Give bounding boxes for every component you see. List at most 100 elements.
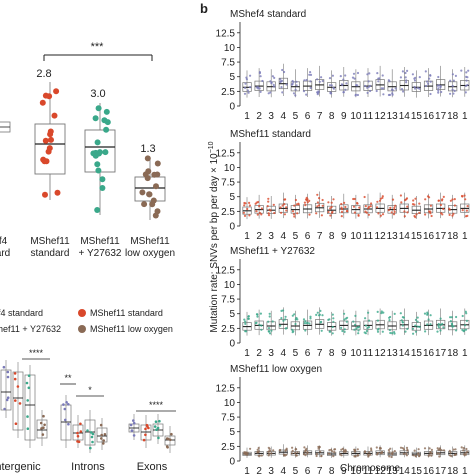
y-tick-label-2: 5: [229, 309, 235, 320]
point-b: [244, 82, 247, 85]
point-b: [415, 213, 418, 216]
point-b: [248, 214, 251, 217]
y-tick-label-2: 2.5: [221, 324, 235, 335]
point-b: [437, 89, 440, 92]
y-tick-label-1: 12.5: [216, 148, 236, 159]
point-b: [436, 330, 439, 333]
point-b: [366, 91, 369, 94]
y-tick-label-1: 10: [224, 163, 236, 174]
point-b: [269, 332, 272, 335]
point-c: [5, 398, 9, 402]
point-b: [257, 200, 260, 204]
point-b: [315, 212, 318, 215]
point-b: [356, 454, 359, 457]
point-b: [400, 319, 403, 322]
point-a-0: [46, 93, 53, 100]
y-tick-label-3: 0: [229, 457, 235, 468]
point-b: [429, 74, 432, 77]
x-tick-label-0-6: 7: [317, 111, 323, 122]
point-c: [26, 415, 29, 418]
point-b: [427, 454, 430, 457]
point-b: [378, 77, 381, 80]
x-tick-label-2-13: 14: [399, 348, 411, 359]
y-tick-label-1: 5: [229, 192, 235, 203]
point-b: [366, 86, 369, 89]
point-c: [100, 437, 103, 440]
x-tick-label-2-10: 11: [363, 348, 374, 359]
point-b: [352, 205, 356, 208]
point-b: [309, 71, 312, 74]
point-b: [448, 213, 451, 216]
point-b: [406, 327, 409, 330]
svg-text:Mutation rate: SNVs per bp per: Mutation rate: SNVs per bp per day × 10−…: [208, 141, 220, 332]
point-b: [306, 452, 309, 455]
point-b: [245, 453, 248, 456]
tick-label-standard-2: standard: [31, 248, 70, 259]
point-b: [404, 71, 407, 75]
point-b: [416, 325, 419, 328]
point-b: [439, 329, 442, 332]
point-b: [364, 205, 367, 208]
point-b: [305, 322, 308, 325]
y-tick-label-0: 0: [229, 102, 235, 113]
point-b: [247, 91, 250, 94]
point-b: [256, 448, 259, 451]
point-b: [247, 317, 250, 320]
point-a-0: [39, 99, 46, 106]
point-b: [295, 454, 298, 457]
point-b: [328, 77, 332, 80]
point-a-1: [94, 207, 101, 213]
y-tick-label-2: 0: [229, 339, 235, 350]
point-a-1: [94, 139, 101, 146]
point-b: [413, 79, 417, 82]
point-c: [64, 418, 67, 422]
point-b: [426, 80, 429, 83]
box-c-1-0: [60, 404, 72, 441]
box-c-1-3: [96, 427, 108, 443]
point-b: [452, 79, 455, 82]
point-b: [465, 71, 468, 74]
point-b: [414, 330, 418, 333]
point-b: [260, 328, 263, 331]
x-tick-label-3-16: 17: [435, 466, 447, 474]
point-b: [376, 319, 379, 322]
point-b: [406, 205, 409, 208]
point-b: [366, 73, 369, 76]
point-b: [370, 202, 373, 205]
point-b: [388, 451, 391, 454]
point-b: [370, 447, 373, 450]
point-c: [89, 431, 93, 434]
point-b: [393, 206, 396, 209]
point-b: [448, 207, 451, 210]
tick-label-mshef4-2: ard: [0, 248, 10, 259]
point-b: [340, 448, 343, 451]
point-b: [356, 202, 359, 205]
point-c: [79, 422, 82, 426]
point-b: [357, 332, 360, 335]
point-b: [460, 69, 463, 72]
point-b: [243, 201, 246, 205]
point-b: [268, 452, 271, 455]
point-b: [463, 329, 466, 332]
point-b: [270, 82, 273, 85]
point-b: [328, 449, 331, 452]
point-b: [294, 451, 297, 455]
point-b: [315, 454, 318, 458]
point-b: [333, 448, 336, 451]
point-b: [455, 329, 458, 332]
y-tick-label-3: 10: [224, 398, 236, 409]
point-b: [437, 87, 440, 90]
point-b: [416, 320, 419, 323]
x-tick-label-1-0: 1: [244, 231, 250, 242]
point-b: [304, 329, 307, 332]
box-c-1-1: [72, 424, 84, 441]
point-b: [243, 92, 247, 95]
point-b: [246, 207, 249, 211]
point-b: [354, 314, 357, 317]
point-b: [414, 197, 417, 200]
point-b: [342, 91, 345, 94]
point-b: [366, 453, 369, 456]
point-b: [352, 320, 355, 323]
point-c: [13, 372, 17, 375]
point-b: [266, 205, 269, 208]
